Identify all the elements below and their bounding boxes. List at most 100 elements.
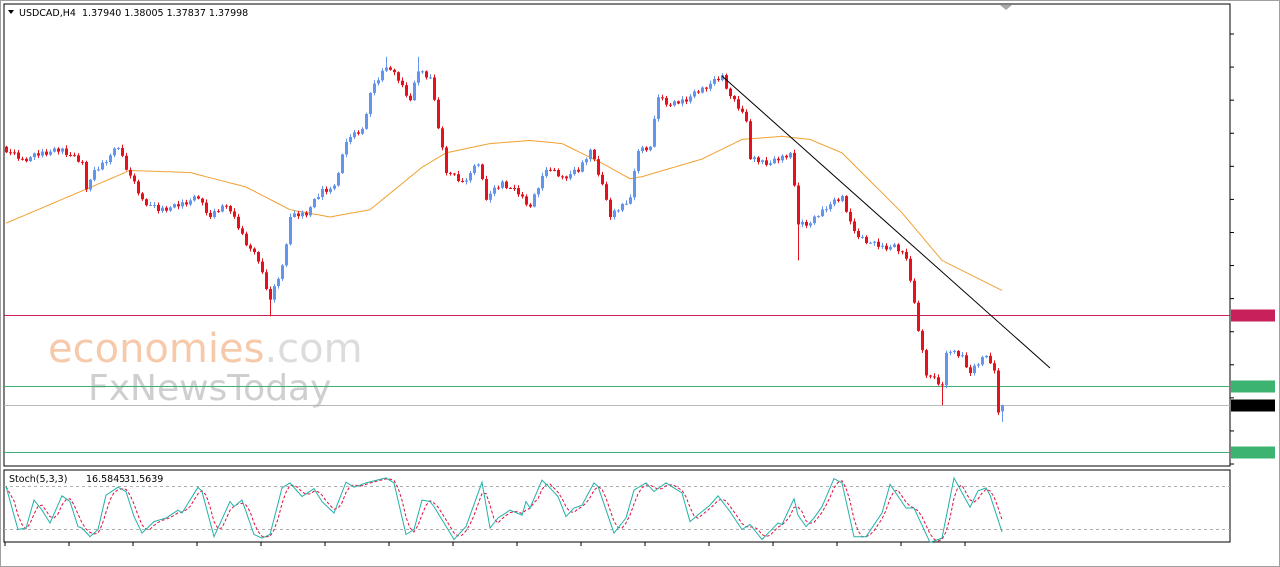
candle bbox=[977, 362, 980, 368]
candle-body bbox=[881, 245, 884, 247]
candle bbox=[629, 194, 632, 205]
candle bbox=[65, 145, 68, 158]
candle bbox=[405, 82, 408, 98]
candle bbox=[97, 166, 100, 172]
candle bbox=[853, 218, 856, 234]
stoch-pane[interactable] bbox=[3, 469, 1231, 543]
candle-body bbox=[861, 236, 864, 238]
candle-body bbox=[381, 70, 384, 81]
candle bbox=[757, 156, 760, 165]
candle bbox=[425, 70, 428, 80]
candle bbox=[349, 134, 352, 145]
candle bbox=[649, 145, 652, 152]
ohlc-readout: 1.37940 1.38005 1.37837 1.37998 bbox=[82, 8, 248, 19]
candle bbox=[297, 210, 300, 220]
candle bbox=[81, 160, 84, 165]
candle bbox=[573, 166, 576, 176]
candle bbox=[945, 350, 948, 389]
candle bbox=[449, 171, 452, 176]
candle-body bbox=[157, 204, 160, 211]
main-pane[interactable] bbox=[3, 3, 1231, 467]
candle-body bbox=[45, 151, 48, 155]
candle-body bbox=[897, 244, 900, 252]
candle-body bbox=[69, 154, 72, 156]
candle bbox=[109, 153, 112, 165]
candle-body bbox=[365, 114, 368, 129]
svg-text:FxNewsToday: FxNewsToday bbox=[88, 368, 331, 409]
candle-body bbox=[781, 155, 784, 161]
candle-body bbox=[261, 261, 264, 273]
candle bbox=[909, 255, 912, 283]
candle bbox=[913, 278, 916, 304]
candle-body bbox=[789, 152, 792, 158]
candle-body bbox=[765, 160, 768, 165]
candle-body bbox=[13, 152, 16, 154]
candle-body bbox=[309, 207, 312, 216]
candle-body bbox=[233, 211, 236, 217]
candle bbox=[729, 87, 732, 99]
candle bbox=[477, 163, 480, 168]
candle-body bbox=[113, 148, 116, 156]
chart-shift-marker-icon[interactable] bbox=[1000, 5, 1012, 10]
candle bbox=[529, 202, 532, 208]
candle bbox=[621, 203, 624, 213]
candle bbox=[925, 348, 928, 379]
candle-body bbox=[405, 85, 408, 96]
candle-body bbox=[469, 173, 472, 181]
candle bbox=[325, 186, 328, 195]
candle-body bbox=[853, 221, 856, 232]
candle bbox=[725, 73, 728, 90]
candle-body bbox=[641, 147, 644, 152]
candle bbox=[169, 206, 172, 212]
candle bbox=[317, 193, 320, 200]
candle-body bbox=[553, 169, 556, 171]
candle bbox=[261, 258, 264, 274]
candle-body bbox=[673, 101, 676, 106]
candle-body bbox=[289, 216, 292, 245]
candle bbox=[993, 360, 996, 374]
candle-body bbox=[957, 350, 960, 357]
candle bbox=[393, 68, 396, 76]
candle bbox=[965, 352, 968, 369]
candle-body bbox=[653, 118, 656, 147]
candle-body bbox=[421, 71, 424, 73]
candle bbox=[701, 86, 704, 94]
candle-body bbox=[981, 357, 984, 365]
candle bbox=[313, 198, 316, 209]
candle-body bbox=[801, 221, 804, 225]
candle bbox=[265, 269, 268, 291]
candle-body bbox=[117, 147, 120, 149]
trendline bbox=[721, 75, 1051, 369]
candle-body bbox=[977, 364, 980, 366]
candle-body bbox=[41, 151, 44, 156]
candle bbox=[141, 192, 144, 201]
candle-body bbox=[545, 169, 548, 176]
candle bbox=[73, 152, 76, 157]
candle bbox=[121, 144, 124, 158]
candle bbox=[809, 221, 812, 228]
candle bbox=[697, 89, 700, 94]
candle-body bbox=[189, 200, 192, 205]
triangle-down-icon[interactable] bbox=[8, 10, 14, 14]
candle bbox=[613, 208, 616, 220]
candle bbox=[901, 250, 904, 255]
candle bbox=[905, 248, 908, 261]
candle-body bbox=[761, 160, 764, 162]
candle-body bbox=[877, 241, 880, 247]
candle bbox=[429, 74, 432, 80]
candle bbox=[897, 243, 900, 255]
candle bbox=[657, 94, 660, 122]
candle bbox=[225, 204, 228, 209]
candle bbox=[561, 175, 564, 180]
candle bbox=[625, 200, 628, 206]
candle-body bbox=[605, 184, 608, 200]
candle-body bbox=[649, 146, 652, 151]
candle bbox=[521, 191, 524, 199]
candle bbox=[341, 153, 344, 174]
candle bbox=[505, 180, 508, 190]
candle bbox=[873, 240, 876, 246]
candle-body bbox=[609, 199, 612, 217]
candle bbox=[149, 201, 152, 207]
candle-body bbox=[61, 148, 64, 152]
